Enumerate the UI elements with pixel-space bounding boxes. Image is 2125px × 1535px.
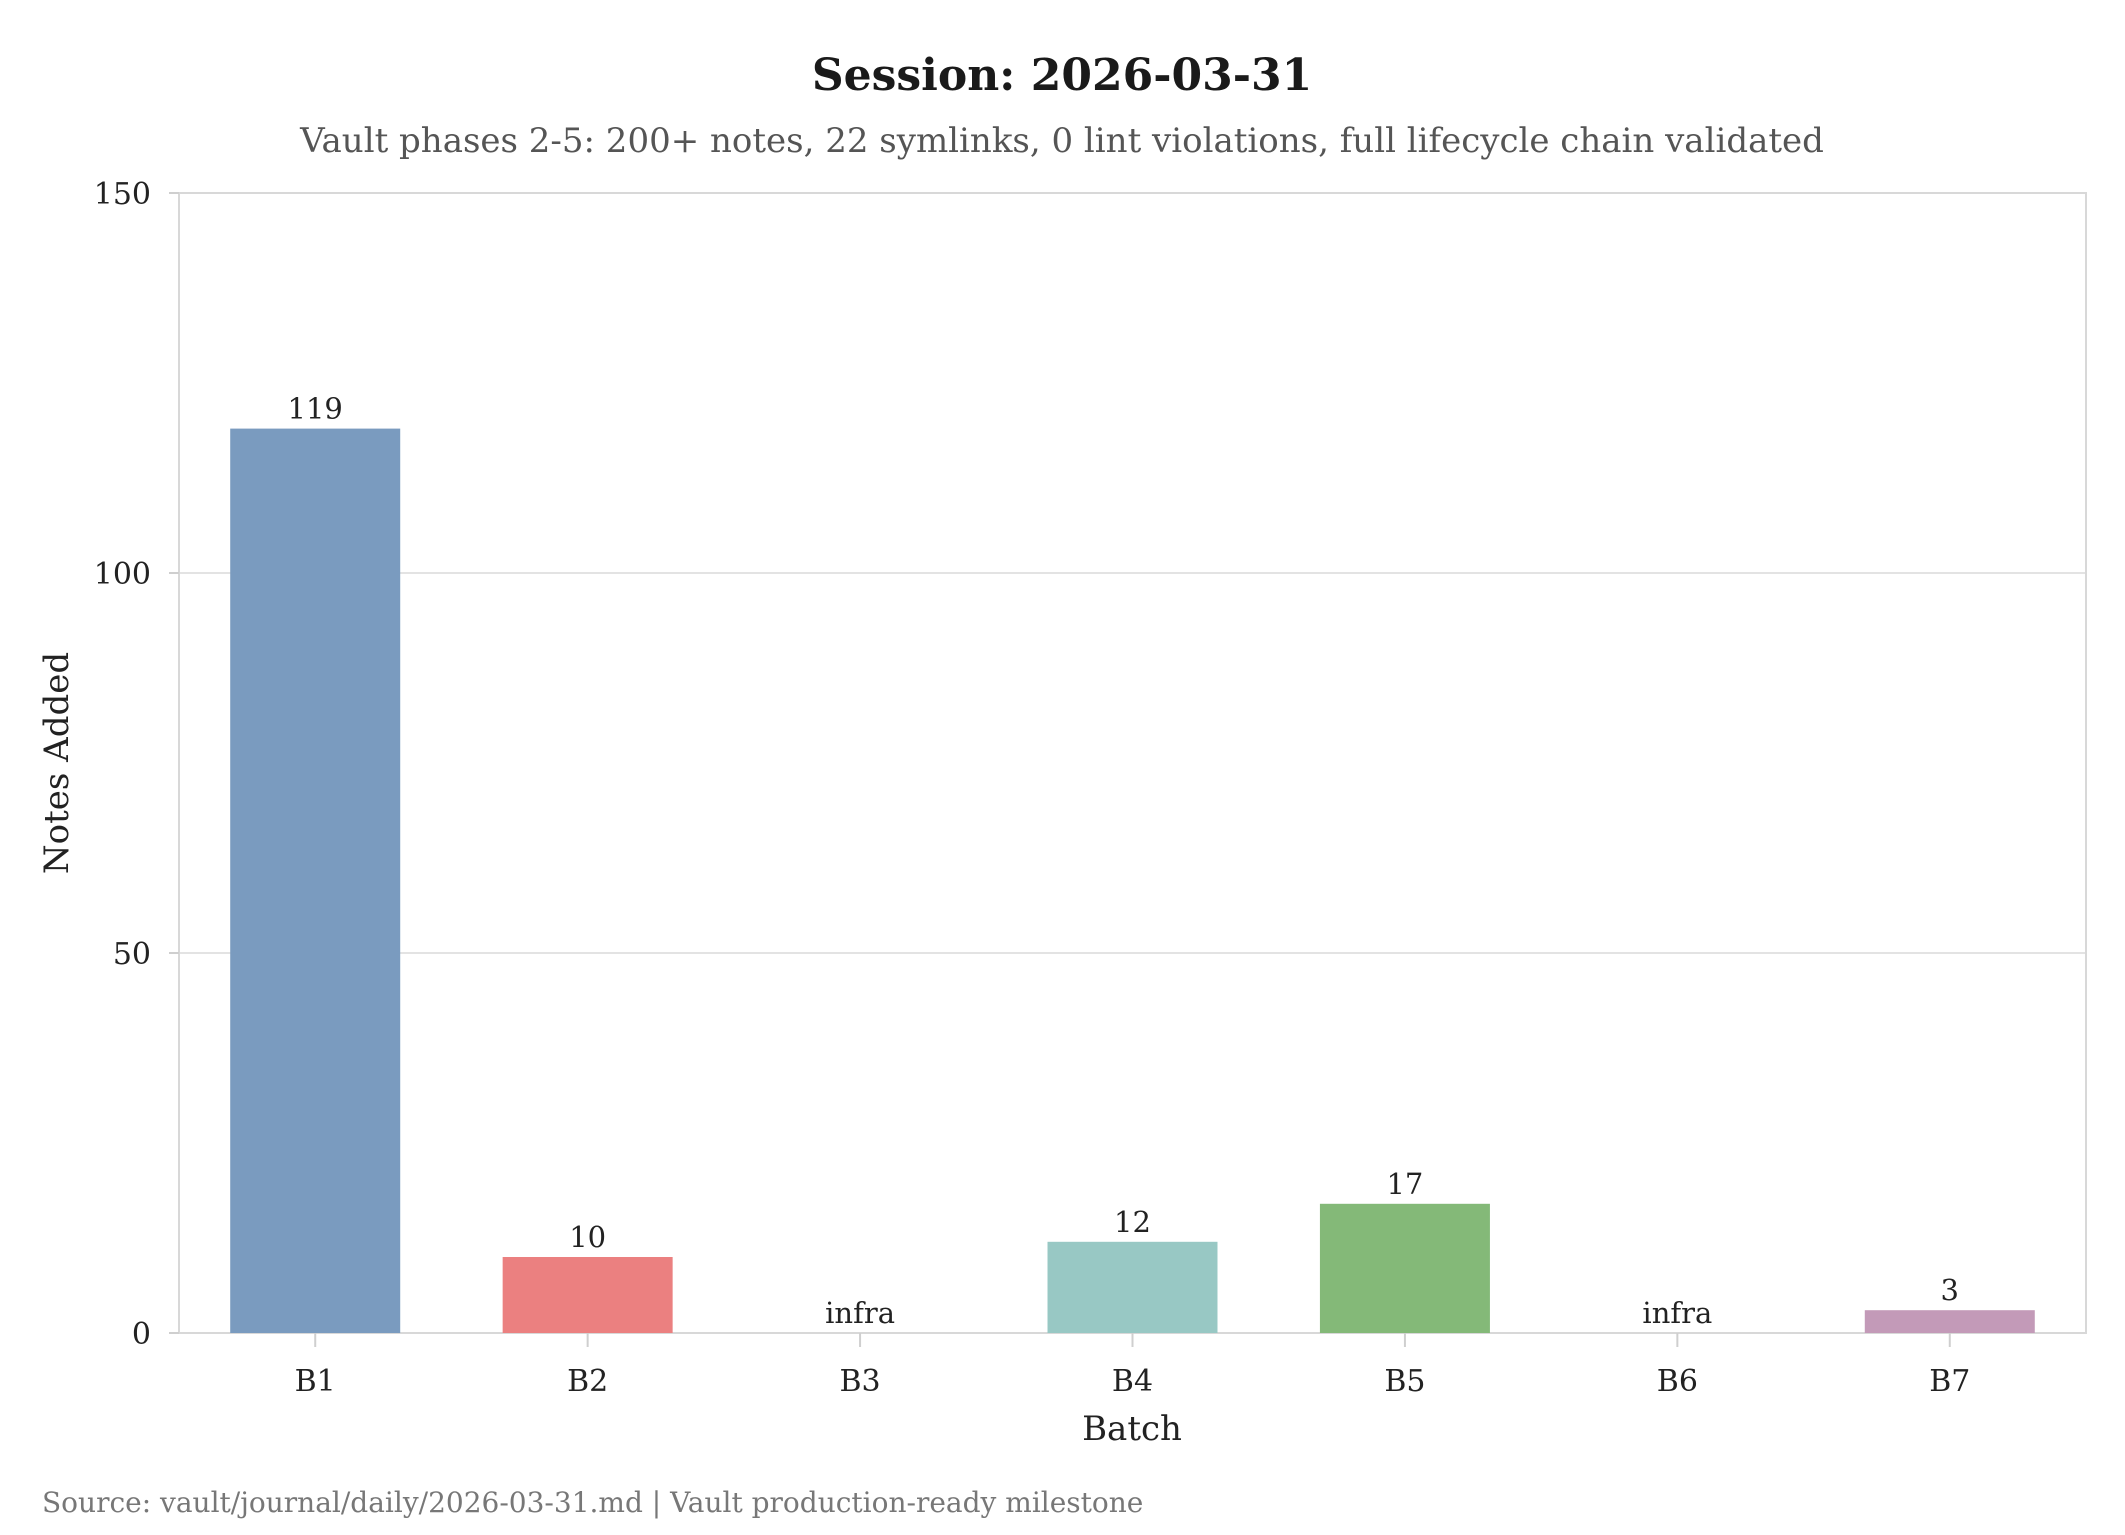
y-tick-label: 100 xyxy=(94,557,151,592)
x-axis-label: Batch xyxy=(1082,1409,1182,1449)
data-label-B7: 3 xyxy=(1941,1273,1959,1307)
data-label-B3: infra xyxy=(825,1296,895,1330)
y-axis-ticks: 0 50 100 150 xyxy=(94,177,179,1352)
data-label-B2: 10 xyxy=(569,1220,606,1254)
chart-footer: Source: vault/journal/daily/2026-03-31.m… xyxy=(42,1486,1143,1519)
x-tick-label: B4 xyxy=(1112,1364,1153,1399)
plot-frame xyxy=(178,192,2087,1334)
bar-B1 xyxy=(230,428,401,1334)
x-tick-label: B7 xyxy=(1929,1364,1970,1399)
bar-B4 xyxy=(1047,1241,1218,1333)
x-tick-label: B3 xyxy=(840,1364,881,1399)
bar-B7 xyxy=(1864,1310,2035,1333)
x-tick-label: B1 xyxy=(295,1364,336,1399)
data-label-B1: 119 xyxy=(288,392,343,426)
y-tick-label: 0 xyxy=(132,1317,151,1352)
x-tick-label: B6 xyxy=(1657,1364,1698,1399)
bars: 119 10 infra 12 17 infra 3 xyxy=(230,392,2035,1334)
bar-B2 xyxy=(502,1257,673,1333)
chart-subtitle: Vault phases 2-5: 200+ notes, 22 symlink… xyxy=(299,121,1824,161)
data-label-B5: 17 xyxy=(1386,1167,1423,1201)
y-tick-label: 150 xyxy=(94,177,151,212)
data-label-B4: 12 xyxy=(1114,1205,1151,1239)
y-tick-label: 50 xyxy=(113,937,151,972)
x-tick-label: B2 xyxy=(567,1364,608,1399)
bar-B5 xyxy=(1319,1203,1490,1333)
y-axis-label: Notes Added xyxy=(37,652,77,874)
data-label-B6: infra xyxy=(1642,1296,1712,1330)
x-tick-label: B5 xyxy=(1384,1364,1425,1399)
gridlines xyxy=(179,192,2086,1334)
x-axis-ticks: B1 B2 B3 B4 B5 B6 B7 xyxy=(295,1333,1970,1399)
chart-title: Session: 2026-03-31 xyxy=(812,50,1312,101)
